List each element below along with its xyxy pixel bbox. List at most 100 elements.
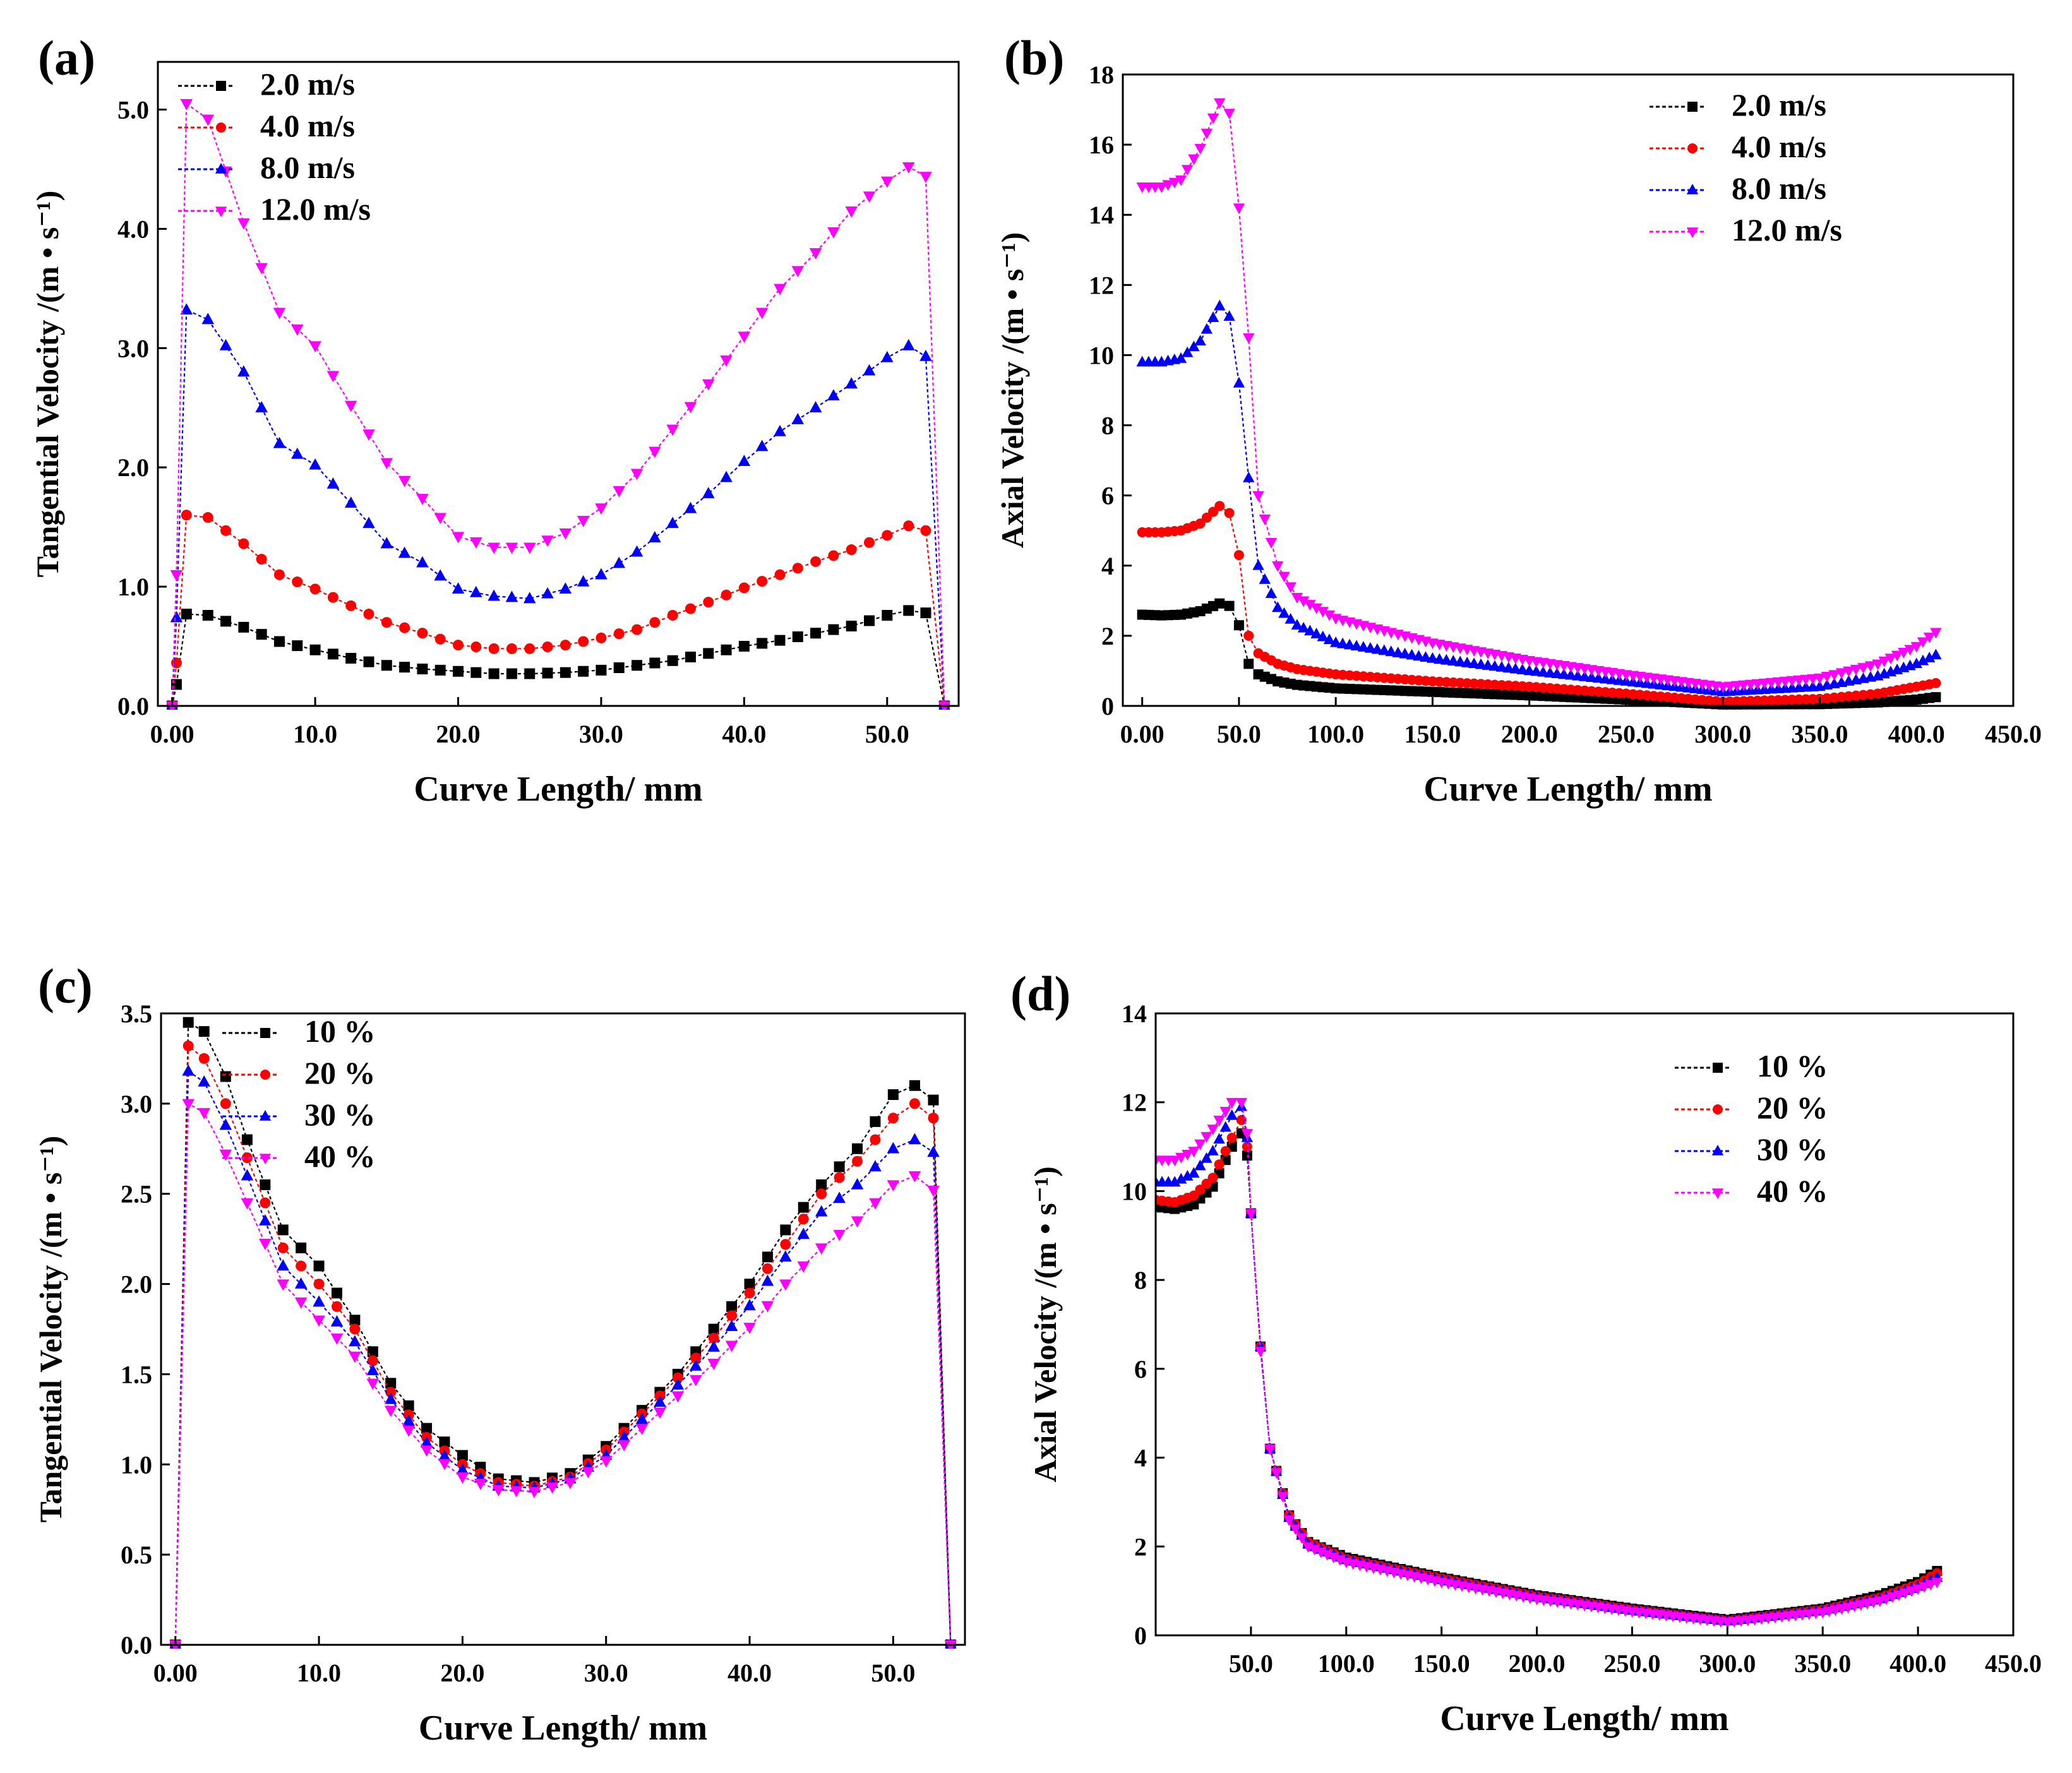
- data-point: [1188, 1167, 1200, 1178]
- data-point: [1917, 637, 1929, 648]
- data-point: [1207, 1125, 1219, 1135]
- legend-item: 10 %: [1675, 1048, 1828, 1084]
- data-point: [632, 624, 643, 635]
- data-point: [1427, 652, 1439, 663]
- x-tick-label: 100.0: [1307, 720, 1364, 748]
- data-point: [1162, 180, 1174, 191]
- data-point: [707, 1359, 720, 1370]
- data-point: [846, 620, 857, 631]
- data-point: [309, 458, 321, 470]
- data-point: [294, 1297, 308, 1309]
- y-tick-label: 1.0: [121, 1450, 152, 1479]
- data-point: [331, 1301, 342, 1312]
- data-point: [666, 516, 679, 528]
- data-point: [852, 1143, 863, 1154]
- data-point: [1440, 654, 1452, 665]
- data-point: [792, 631, 803, 642]
- panel-c: (c) 0.00 10.0 20.0 30.0 40.0 50.0 0.0 0.5 1.0 1.5 2…: [33, 958, 966, 1748]
- data-point: [420, 1436, 433, 1448]
- data-point: [470, 585, 482, 597]
- data-point: [1168, 177, 1180, 189]
- data-point: [703, 648, 714, 659]
- legend-label: 30 %: [304, 1097, 376, 1132]
- data-point: [702, 487, 715, 499]
- data-point: [1213, 1133, 1225, 1144]
- data-point: [559, 528, 572, 540]
- data-point: [810, 628, 822, 639]
- data-point: [761, 1301, 774, 1313]
- data-point: [421, 1423, 433, 1434]
- data-point: [743, 1322, 756, 1334]
- data-point: [744, 1279, 755, 1290]
- legend-marker: [1713, 1104, 1723, 1114]
- data-point: [1350, 640, 1363, 651]
- data-point: [1223, 109, 1235, 120]
- legend-marker: [259, 1110, 272, 1121]
- data-point: [761, 1274, 774, 1286]
- data-point: [380, 458, 393, 470]
- data-point: [630, 469, 644, 481]
- data-point: [1201, 128, 1213, 140]
- data-point: [780, 1239, 791, 1250]
- data-point: [260, 1179, 271, 1190]
- data-point: [1252, 559, 1264, 570]
- data-point: [1864, 661, 1877, 672]
- data-point: [180, 303, 193, 315]
- data-point: [1252, 491, 1264, 502]
- legend-label: 12.0 m/s: [1732, 212, 1842, 248]
- y-tick-label: 2.0: [117, 453, 149, 482]
- data-point: [1223, 310, 1235, 321]
- data-point: [863, 191, 876, 203]
- data-point: [908, 1171, 921, 1183]
- data-point: [887, 1180, 900, 1192]
- legend-marker: [1686, 184, 1699, 194]
- data-point: [1874, 1596, 1886, 1608]
- data-point: [171, 657, 182, 669]
- data-point: [1181, 346, 1194, 357]
- data-point: [1168, 1155, 1181, 1167]
- data-point: [1201, 512, 1212, 523]
- data-point: [845, 377, 858, 389]
- x-tick-label: 0.00: [1120, 720, 1165, 748]
- data-point: [828, 624, 839, 635]
- data-point: [327, 592, 338, 603]
- y-tick-label: 3.0: [117, 334, 149, 362]
- data-point: [613, 662, 625, 674]
- series-line: [171, 514, 945, 707]
- data-point: [1317, 607, 1329, 618]
- data-point: [684, 402, 697, 414]
- panel-label: (a): [38, 30, 95, 85]
- data-point: [1931, 1577, 1943, 1589]
- data-point: [1551, 667, 1563, 679]
- data-point: [1243, 333, 1255, 344]
- data-point: [595, 568, 608, 580]
- data-point: [1208, 506, 1219, 517]
- data-point: [1265, 537, 1278, 549]
- data-point: [1371, 643, 1384, 654]
- data-point: [255, 401, 268, 413]
- data-point: [470, 667, 482, 678]
- data-point: [1572, 669, 1584, 681]
- data-point: [241, 1169, 254, 1181]
- data-point: [1323, 610, 1336, 621]
- data-point: [869, 1160, 882, 1172]
- data-point: [1843, 666, 1855, 678]
- data-point: [1336, 637, 1349, 648]
- data-point: [1175, 1173, 1187, 1184]
- y-tick-label: 1.0: [117, 573, 149, 601]
- legend: 2.0 m/s 4.0 m/s 8.0 m/s 12.0 m/s: [1650, 87, 1842, 248]
- data-point: [456, 1463, 469, 1475]
- data-point: [1189, 1190, 1199, 1201]
- data-point: [331, 1287, 342, 1299]
- data-point: [256, 554, 267, 565]
- data-point: [183, 1040, 194, 1051]
- data-point: [277, 1224, 289, 1236]
- data-point: [277, 1242, 289, 1253]
- legend-label: 2.0 m/s: [1732, 87, 1826, 122]
- data-point: [903, 605, 914, 616]
- data-point: [488, 542, 500, 554]
- data-point: [327, 648, 338, 660]
- legend-marker: [1687, 102, 1698, 112]
- series-30-: [169, 1064, 957, 1649]
- data-point: [1272, 561, 1284, 572]
